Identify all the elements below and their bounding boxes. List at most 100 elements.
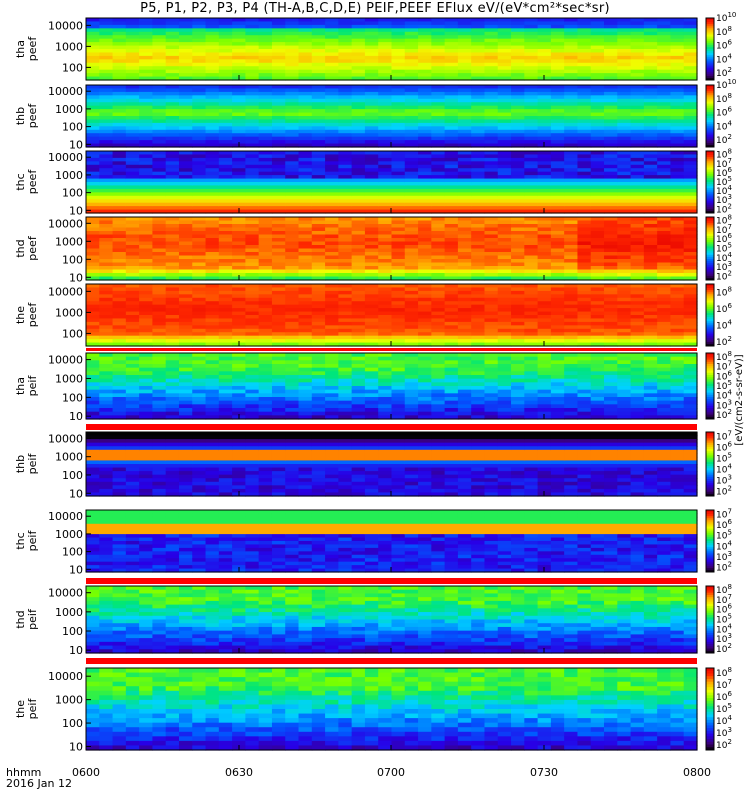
heatmap-cell (418, 311, 432, 316)
heatmap-cell (298, 192, 313, 197)
heatmap-cell (86, 415, 100, 420)
heatmap-cell (178, 185, 193, 190)
heatmap-cell (271, 143, 286, 148)
colorbar-tick-label: 104 (716, 318, 732, 331)
heatmap-cell (431, 182, 446, 187)
heatmap-cell (99, 85, 114, 90)
heatmap-cell (178, 116, 193, 121)
heatmap-cell (112, 386, 127, 391)
heatmap-cell (325, 55, 339, 60)
heatmap-cell (205, 273, 220, 278)
heatmap-cell (617, 112, 632, 117)
heatmap-cell (218, 231, 233, 236)
heatmap-cell (471, 122, 486, 127)
heatmap-cell (311, 202, 326, 207)
heatmap-cell (351, 52, 366, 57)
heatmap-cell (418, 364, 432, 369)
heatmap-cell (604, 143, 618, 148)
heatmap-cell (311, 24, 326, 29)
heatmap-cell (431, 389, 446, 394)
heatmap-cell (391, 415, 406, 420)
heatmap-cell (351, 202, 366, 207)
heatmap-cell (537, 140, 552, 145)
colorbar-segment (706, 179, 714, 183)
heatmap-cell (351, 45, 366, 50)
heatmap-cell (351, 136, 366, 141)
heatmap-cell (152, 171, 167, 176)
colorbar-segment (706, 250, 714, 254)
heatmap-cell (564, 21, 579, 26)
colorbar-tick-label: 108 (716, 148, 732, 161)
heatmap-cell (311, 308, 326, 313)
heatmap-cell (125, 315, 140, 320)
heatmap-cell (630, 66, 645, 71)
heatmap-cell (657, 42, 672, 47)
heatmap-cell (192, 276, 207, 281)
heatmap-cell (245, 91, 260, 96)
heatmap-cell (617, 224, 632, 229)
heatmap-cell (391, 112, 406, 117)
heatmap-cell (338, 157, 353, 162)
heatmap-cell (192, 308, 207, 313)
heatmap-cell (112, 73, 127, 78)
heatmap-cell (364, 408, 379, 413)
heatmap-cell (165, 143, 180, 148)
heatmap-cell (404, 356, 419, 361)
heatmap-cell (298, 140, 313, 145)
heatmap-cell (139, 311, 154, 316)
heatmap-cell (670, 55, 685, 60)
colorbar-segment (706, 339, 714, 343)
heatmap-cell (152, 238, 167, 243)
heatmap-cell (444, 411, 459, 416)
heatmap-cell (457, 375, 472, 380)
heatmap-cell (152, 185, 167, 190)
heatmap-cell (338, 21, 353, 26)
heatmap-cell (351, 185, 366, 190)
heatmap-cell (391, 356, 406, 361)
heatmap-cell (325, 102, 339, 107)
heatmap-cell (630, 297, 645, 302)
heatmap-cell (99, 62, 114, 67)
heatmap-cell (351, 182, 366, 187)
heatmap-cell (657, 294, 672, 299)
heatmap-cell (232, 375, 246, 380)
heatmap-cell (232, 102, 246, 107)
heatmap-cell (178, 209, 193, 214)
heatmap-cell (338, 185, 353, 190)
heatmap-cell (657, 304, 672, 309)
heatmap-cell (245, 304, 260, 309)
heatmap-cell (550, 325, 565, 330)
heatmap-cell (617, 290, 632, 295)
heatmap-cell (564, 112, 579, 117)
heatmap-cell (378, 59, 393, 64)
heatmap-cell (325, 126, 339, 131)
heatmap-cell (484, 415, 499, 420)
heatmap-cell (338, 248, 353, 253)
heatmap-cell (178, 335, 193, 340)
heatmap-cell (258, 415, 273, 420)
heatmap-cell (218, 95, 233, 100)
heatmap-cell (325, 69, 339, 74)
heatmap-cell (139, 308, 154, 313)
heatmap-cell (351, 21, 366, 26)
heatmap-cell (165, 185, 180, 190)
heatmap-cell (152, 195, 167, 200)
heatmap-cell (271, 31, 286, 36)
heatmap-cell (604, 318, 618, 323)
heatmap-cell (378, 69, 393, 74)
heatmap-cell (577, 238, 592, 243)
heatmap-cell (404, 284, 419, 289)
heatmap-cell (271, 375, 286, 380)
heatmap-cell (338, 136, 353, 141)
heatmap-cell (86, 382, 100, 387)
heatmap-cell (670, 339, 685, 344)
heatmap-cell (232, 185, 246, 190)
heatmap-cell (431, 28, 446, 33)
heatmap-cell (139, 266, 154, 271)
heatmap-cell (232, 356, 246, 361)
heatmap-cell (418, 199, 432, 204)
heatmap-cell (311, 273, 326, 278)
heatmap-cell (258, 339, 273, 344)
heatmap-cell (218, 245, 233, 250)
heatmap-cell (564, 273, 579, 278)
